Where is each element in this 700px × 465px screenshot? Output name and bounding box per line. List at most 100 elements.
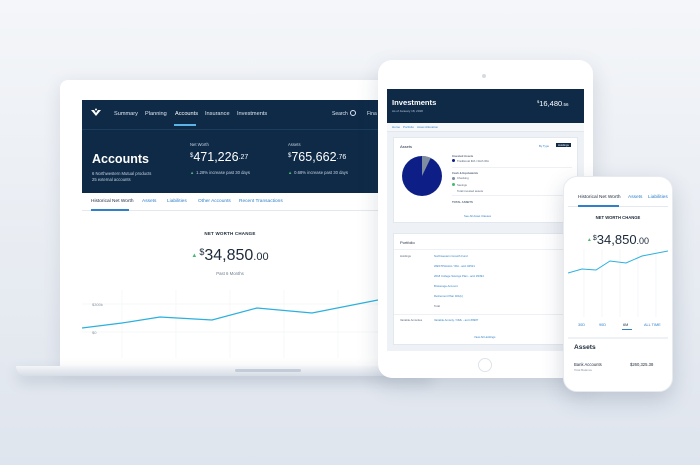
assets-cents: .76 <box>336 154 347 161</box>
crumb-asset-allocation[interactable]: Asset Allocation <box>417 125 439 129</box>
up-triangle-icon: ▲ <box>190 170 195 175</box>
group-label: Invested Assets <box>452 154 474 158</box>
investments-value: $16,480.56 <box>537 99 568 108</box>
total-assets-label: TOTAL ASSETS <box>452 200 473 204</box>
tab-liabilities[interactable]: Liabilities <box>167 199 187 204</box>
nav-accounts[interactable]: Accounts <box>175 111 199 117</box>
net-worth-change-value: ▲$34,850.00 <box>82 247 378 265</box>
holding-row[interactable]: WESTPHALIA / IRA - acct #4521 <box>434 264 475 268</box>
net-worth-delta-text: 1.28% increase past 30 days <box>196 170 250 175</box>
nav-insurance[interactable]: Insurance <box>205 111 230 117</box>
net-worth-cents: .27 <box>238 154 249 161</box>
holdings-toggle[interactable]: Holdings <box>556 143 571 147</box>
range-90d[interactable]: 90D <box>599 323 606 327</box>
y-tick-label: $0 <box>92 330 97 335</box>
holding-row[interactable]: Brokerage Account <box>434 284 458 288</box>
currency-symbol: $ <box>537 99 540 104</box>
assets-delta-text: 0.68% increase past 30 days <box>294 170 348 175</box>
accounts-hero: Accounts 6 Northwestern Mutual products … <box>82 129 378 193</box>
assets-card: Assets By Type Holdings Invested Assets … <box>393 137 578 223</box>
phone-line-chart <box>568 249 668 317</box>
tab-historical-net-worth[interactable]: Historical Net Worth <box>578 195 621 200</box>
accounts-subtitle: 6 Northwestern Mutual products 25 extern… <box>92 171 162 183</box>
page-title: Investments <box>392 98 437 107</box>
tab-active-indicator <box>578 205 619 207</box>
currency-symbol: $ <box>190 153 194 159</box>
up-triangle-icon: ▲ <box>288 170 293 175</box>
bank-accounts-label[interactable]: Bank Accounts <box>574 362 602 367</box>
investments-whole: 16,480 <box>539 99 563 108</box>
laptop-notch <box>235 369 301 372</box>
view-all-link[interactable]: View All Holdings <box>474 335 496 339</box>
see-all-link[interactable]: See All Asset Classes <box>464 214 492 218</box>
phone-tabs: Historical Net Worth Assets Liabilities <box>568 187 668 207</box>
change-cents: .00 <box>253 251 269 263</box>
net-worth-series-line <box>568 250 668 274</box>
change-whole: 34,850 <box>596 232 637 247</box>
tab-assets[interactable]: Assets <box>142 199 157 204</box>
tab-recent-transactions[interactable]: Recent Transactions <box>239 199 283 204</box>
pie-slice-cash <box>422 156 431 176</box>
holding-row[interactable]: Northwestern Growth Fund <box>434 254 468 258</box>
nav-overflow[interactable]: Fina <box>367 111 377 117</box>
nav-planning[interactable]: Planning <box>145 111 167 117</box>
phone-frame <box>563 176 673 392</box>
legend-dot <box>452 183 455 186</box>
asset-row: Total invested assets <box>457 189 483 193</box>
laptop-base <box>16 366 434 376</box>
range-all-time[interactable]: ALL TIME <box>644 323 661 327</box>
as-of-date: As of January 18, 2018 <box>392 109 423 113</box>
change-whole: 34,850 <box>204 247 254 264</box>
search-icon[interactable] <box>350 110 356 116</box>
range-30d[interactable]: 30D <box>578 323 585 327</box>
holdings-section: Holdings <box>400 254 411 258</box>
account-tabs: Historical Net Worth Assets Liabilities … <box>82 193 378 211</box>
home-button <box>478 358 492 372</box>
y-tick-label: $300k <box>92 302 103 307</box>
nav-active-indicator <box>174 124 196 126</box>
assets-whole: 765,662 <box>291 150 337 164</box>
nav-summary[interactable]: Summary <box>114 111 138 117</box>
investments-hero: Investments As of January 18, 2018 $16,4… <box>387 89 584 123</box>
range-6m[interactable]: 6M <box>623 323 629 327</box>
legend-dot <box>452 176 455 180</box>
assets-card-title: Assets <box>400 144 413 149</box>
holding-row[interactable]: Variable Annuity / NML - acct #9987 <box>434 318 479 322</box>
page-title: Accounts <box>92 152 149 166</box>
bank-accounts-value: $260,325.38 <box>630 362 654 367</box>
tablet-screen: Investments As of January 18, 2018 $16,4… <box>387 89 584 351</box>
net-worth-label: Net Worth <box>190 142 209 147</box>
assets-value: $765,662.76 <box>288 150 346 164</box>
subtitle-products: 6 Northwestern Mutual products <box>92 171 152 176</box>
assets-delta: ▲ 0.68% increase past 30 days <box>288 170 348 175</box>
tab-other-accounts[interactable]: Other Accounts <box>198 199 231 204</box>
nav-investments[interactable]: Investments <box>237 111 268 117</box>
net-worth-line-chart: $300k $0 <box>82 290 378 358</box>
net-worth-whole: 471,226 <box>193 150 239 164</box>
by-type-toggle[interactable]: By Type <box>539 144 550 148</box>
currency-symbol: $ <box>288 153 292 159</box>
up-triangle-icon: ▲ <box>191 253 198 259</box>
investments-cents: .56 <box>562 102 569 107</box>
crumb-home[interactable]: Home <box>392 125 401 129</box>
camera-icon <box>482 74 486 78</box>
asset-row: Traditional IRA / Roth IRA <box>457 158 489 163</box>
tab-liabilities[interactable]: Liabilities <box>648 195 668 200</box>
holding-row[interactable]: 2018 College Savings Plan - acct #3394 <box>434 274 484 278</box>
holding-row[interactable]: Retirement Plan 401(k) <box>434 294 463 298</box>
laptop-screen: Summary Planning Accounts Insurance Inve… <box>82 100 378 358</box>
subtitle-external: 25 external accounts <box>92 177 131 182</box>
asset-row: Checking <box>457 176 469 180</box>
net-worth-value: $471,226.27 <box>190 150 248 164</box>
net-worth-delta: ▲ 1.28% increase past 30 days <box>190 170 250 175</box>
crumb-portfolio[interactable]: Portfolio <box>403 125 415 129</box>
portfolio-card: Portfolio Holdings Northwestern Growth F… <box>393 233 579 345</box>
top-nav: Summary Planning Accounts Insurance Inve… <box>82 100 378 129</box>
tab-assets[interactable]: Assets <box>628 195 643 200</box>
search-link[interactable]: Search <box>332 111 348 117</box>
assets-pie-chart <box>402 156 442 196</box>
net-worth-change-value: ▲$34,850.00 <box>568 232 668 247</box>
tab-historical-net-worth[interactable]: Historical Net Worth <box>91 199 134 204</box>
logo-icon <box>90 108 102 118</box>
holding-total: Total <box>434 304 440 308</box>
